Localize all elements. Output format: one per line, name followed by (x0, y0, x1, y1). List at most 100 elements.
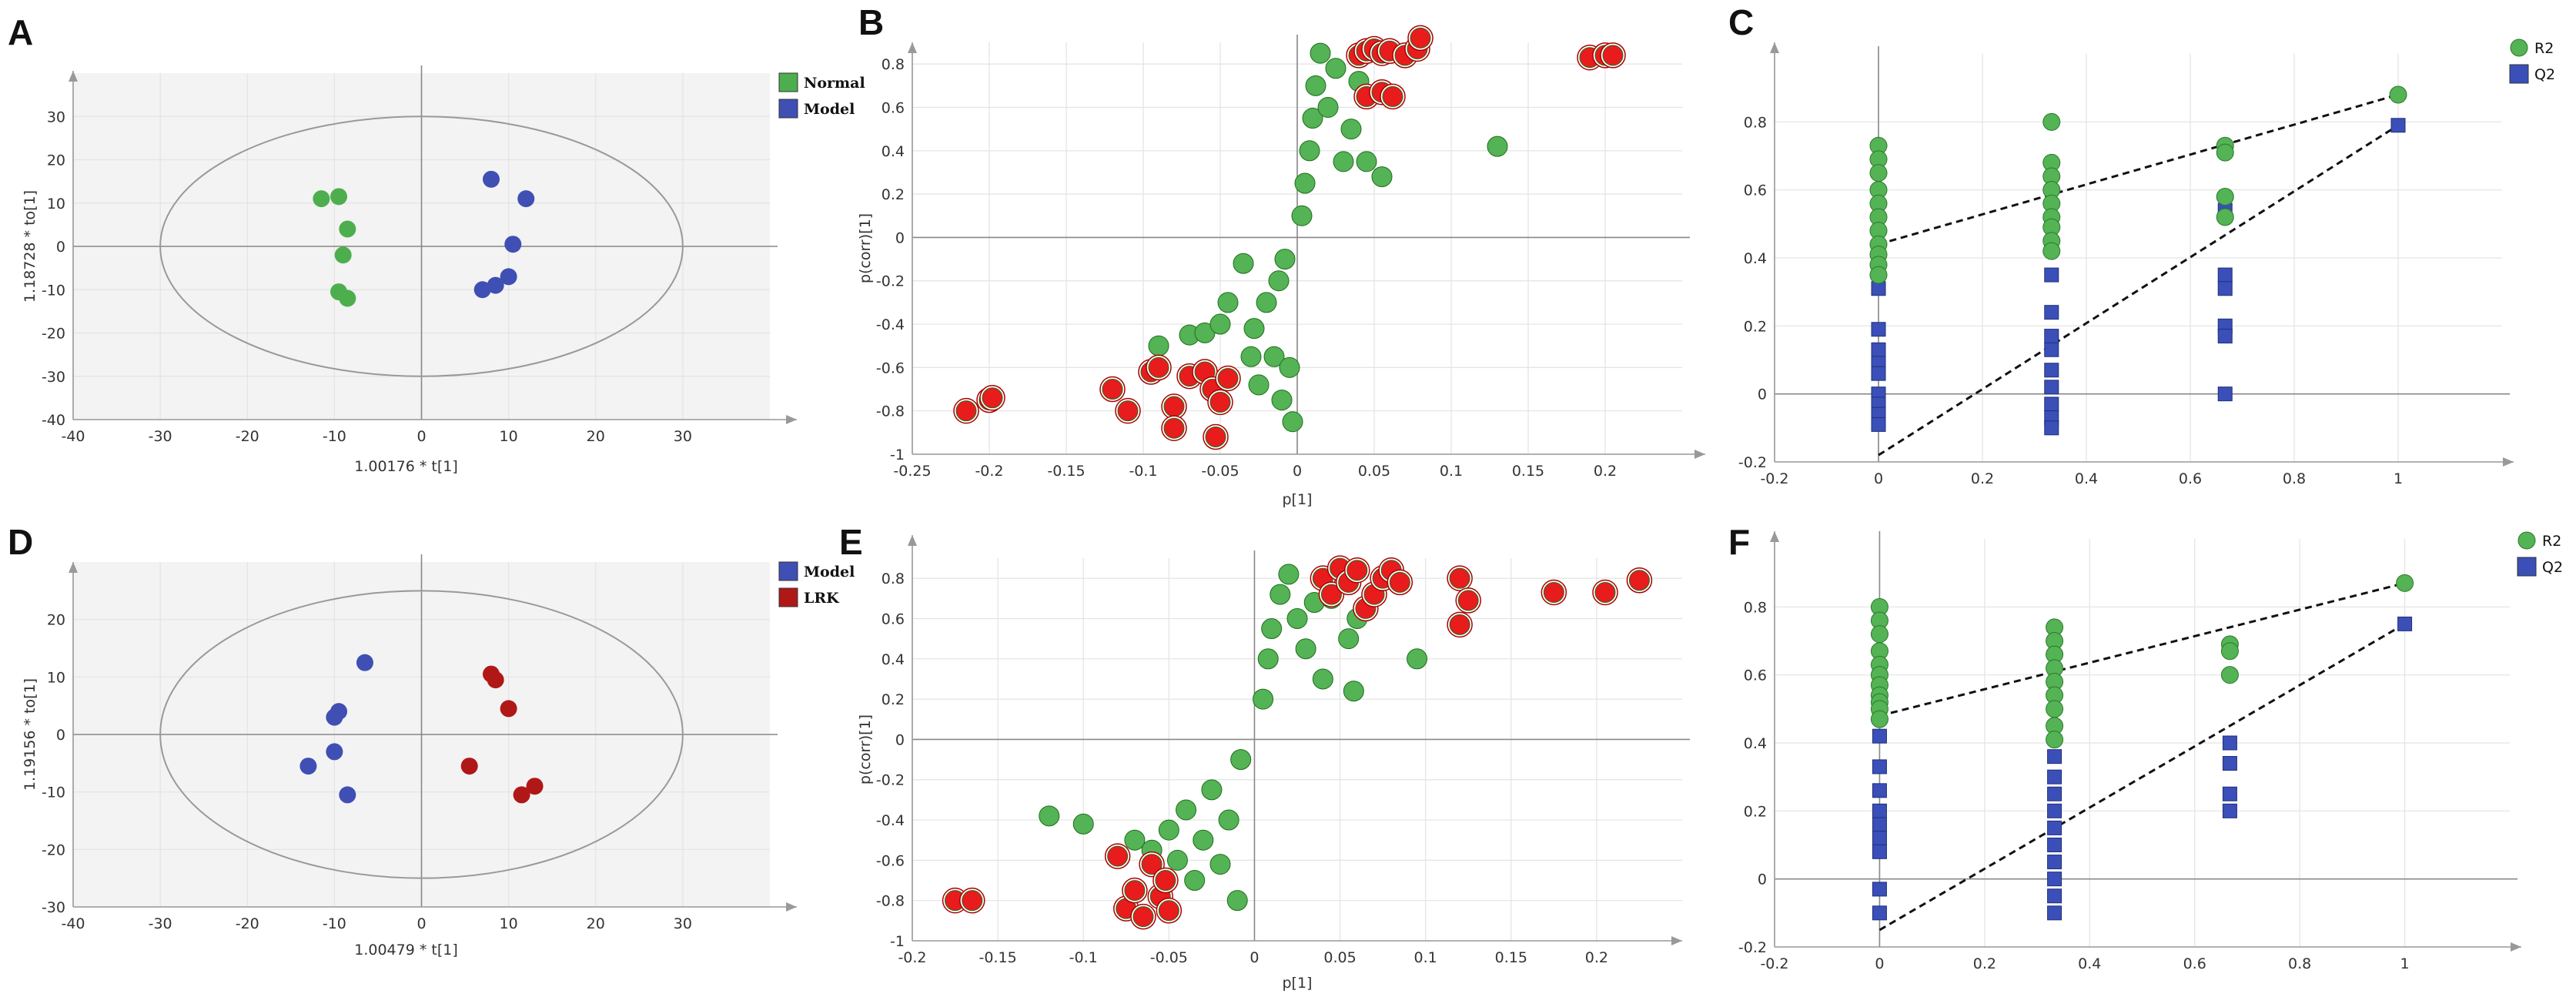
data-point (1166, 849, 1188, 871)
data-point (1457, 590, 1479, 611)
data-point (1209, 391, 1231, 413)
r2-point (2396, 574, 2414, 592)
data-point (313, 190, 330, 208)
x-tick-label: 0.1 (1414, 949, 1437, 966)
r2-point (2220, 642, 2239, 661)
q2-point (2217, 386, 2233, 402)
data-point (356, 654, 373, 671)
data-point (1382, 85, 1403, 107)
r2-point (2216, 143, 2234, 162)
y-tick-label: 0.8 (1744, 114, 1767, 131)
q2-point (2047, 820, 2062, 835)
data-point (1117, 400, 1139, 422)
data-point (1286, 607, 1308, 629)
q2-point (1872, 831, 1887, 846)
x-tick-label: -0.2 (1760, 955, 1788, 972)
data-point (1389, 571, 1410, 593)
x-tick-label: -40 (61, 915, 85, 932)
y-tick-label: -1 (890, 447, 905, 463)
q2-point (2044, 342, 2059, 357)
legend-swatch (2509, 64, 2529, 84)
y-tick-label: -1 (890, 933, 905, 950)
y-axis-title: p(corr)[1] (857, 213, 874, 283)
data-point (1176, 799, 1197, 821)
x-tick-label: 0 (417, 428, 426, 445)
y-tick-label: 0.4 (1744, 735, 1767, 752)
data-point (1261, 618, 1283, 640)
q2-point (2047, 749, 2062, 764)
x-tick-label: 0.1 (1440, 463, 1463, 480)
data-point (326, 708, 343, 726)
data-point (1410, 27, 1431, 49)
data-point (1310, 42, 1331, 64)
data-point (330, 188, 348, 206)
data-point (460, 758, 478, 775)
y-axis-arrow-icon (1770, 531, 1779, 542)
data-point (1218, 809, 1239, 831)
data-point (1343, 681, 1364, 702)
chart-panel-d: D-40 -30 -20 -10 0 10 20 30-30-20-10010201.0047… (8, 522, 855, 959)
q2-point (1871, 417, 1886, 432)
q2-point (2222, 735, 2237, 751)
data-point (487, 671, 504, 689)
r2-point (2042, 112, 2061, 131)
r2-point (2216, 208, 2234, 226)
x-tick-label: 0.2 (1971, 470, 1994, 487)
q2-point (2047, 803, 2062, 818)
x-tick-label: 0.4 (2078, 955, 2101, 972)
data-point (1163, 396, 1185, 417)
x-tick-label: 0.05 (1358, 463, 1390, 480)
y-tick-label: -0.2 (1738, 939, 1767, 956)
x-tick-label: -0.1 (1069, 949, 1098, 966)
data-point (1193, 829, 1214, 851)
data-point (504, 236, 522, 253)
data-point (1124, 880, 1146, 902)
q2-point (2047, 769, 2062, 785)
q2-point (2044, 420, 2059, 436)
q2-point (2044, 380, 2059, 395)
data-point (1302, 108, 1323, 129)
q2-point (1872, 817, 1887, 832)
hotelling-ellipse (159, 115, 684, 377)
q2-point (1872, 728, 1887, 744)
x-tick-label: -0.2 (975, 463, 1003, 480)
series-r2 (1869, 85, 2407, 284)
y-tick-label: -0.2 (876, 273, 905, 290)
r2-point (1870, 710, 1889, 728)
y-axis-arrow-icon (69, 562, 78, 573)
y-axis-title: 1.19156 * to[1] (22, 678, 38, 791)
grid (1774, 54, 2502, 463)
x-tick-label: 0 (1293, 463, 1302, 480)
data-point (1312, 668, 1333, 690)
legend-swatch (2517, 557, 2537, 577)
q2-regression-line (1878, 124, 2399, 457)
y-tick-label: 0.2 (882, 691, 905, 708)
x-axis-title: 1.00176 * t[1] (354, 458, 458, 475)
data-point (1333, 151, 1354, 172)
x-tick-label: 0.6 (2179, 470, 2202, 487)
x-tick-label: 10 (500, 428, 518, 445)
data-point (339, 289, 356, 307)
data-point (1132, 906, 1154, 928)
q2-point (2044, 305, 2059, 320)
data-point (1543, 581, 1564, 603)
q2-point (2047, 905, 2062, 921)
x-tick-label: 0 (1250, 949, 1259, 966)
data-point (1158, 900, 1179, 922)
legend: Model LRK (778, 561, 855, 607)
data-point (339, 220, 356, 238)
y-tick-label: 0 (895, 229, 905, 246)
data-point (1278, 564, 1300, 585)
legend-swatch (2517, 531, 2536, 550)
data-point (1230, 749, 1252, 771)
chart-panel-e: E -0.2 -0.15 -0.1 -0.05 0 0.05 0.1 0.15 0.2 -1 -0.8… (839, 522, 1690, 992)
x-tick-label: 30 (674, 915, 692, 932)
data-point (1209, 854, 1231, 875)
legend-label: LRK (804, 590, 840, 607)
legend-label: R2 (2534, 40, 2554, 57)
legend-label: Normal (804, 75, 865, 92)
q2-regression-line (1878, 623, 2406, 932)
data-point (1148, 356, 1169, 378)
chart-panel-b: B -0.25 -0.2 -0.15 -0.1 -0.05 0 0.05 0.1 0.15 0.2 -… (857, 2, 1705, 508)
x-tick-label: -0.25 (893, 463, 931, 480)
